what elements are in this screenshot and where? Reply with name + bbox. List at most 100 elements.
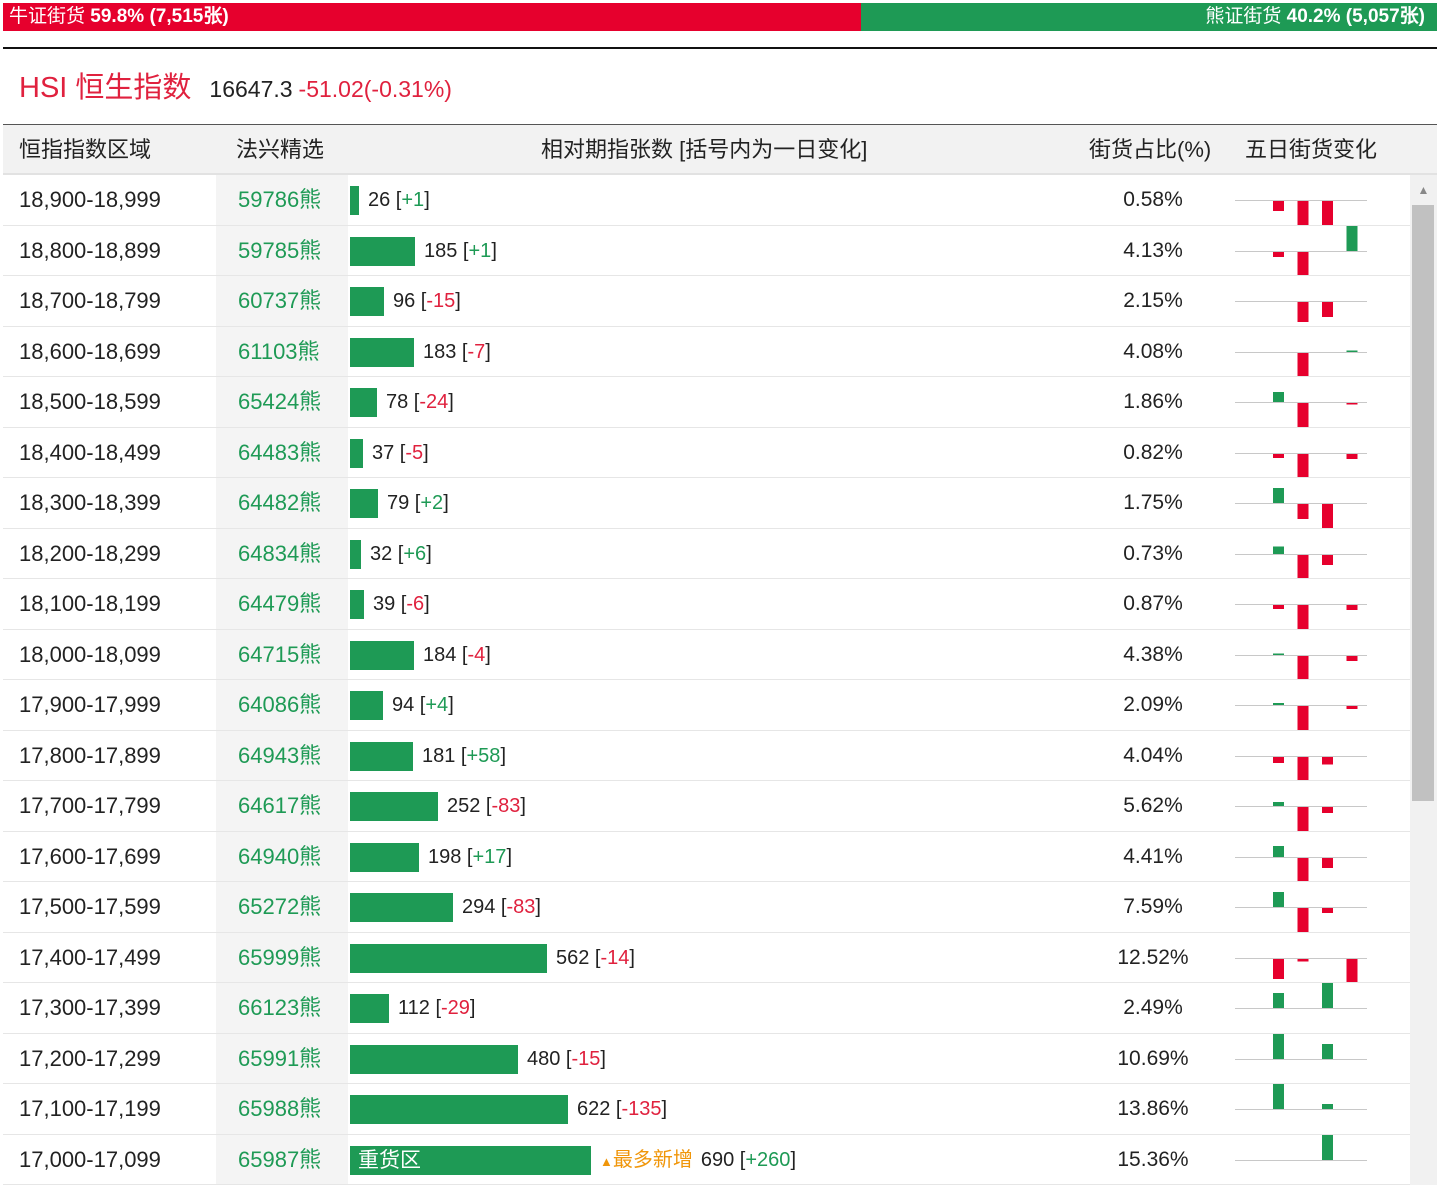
count-text: 37 [-5] — [372, 441, 429, 464]
warrant-link[interactable]: 64715熊 — [238, 641, 322, 667]
count-text: 39 [-6] — [373, 593, 430, 615]
warrant-link[interactable]: 66123熊 — [238, 995, 322, 1020]
warrant-link[interactable]: 59786熊 — [238, 187, 322, 212]
count-bar — [350, 994, 389, 1023]
table-row[interactable]: 18,300-18,399 64482熊 79 [+2] 1.75% — [3, 478, 1410, 529]
table-row[interactable]: 17,700-17,799 64617熊 252 [-83] 5.62% — [3, 781, 1410, 832]
five-day-sparkline — [1235, 488, 1367, 528]
sparkline-bar — [1322, 1104, 1333, 1109]
sparkline-bar — [1297, 251, 1309, 275]
daily-change: -5 — [405, 441, 424, 464]
daily-change: -15 — [426, 290, 456, 312]
warrant-cell: 66123熊 — [216, 983, 348, 1033]
table-row[interactable]: 17,100-17,199 65988熊 622 [-135] 13.86% — [3, 1084, 1410, 1135]
header-range[interactable]: 恒指指数区域 — [19, 137, 152, 162]
header-spark[interactable]: 五日街货变化 — [1245, 137, 1378, 162]
warrant-link[interactable]: 65991熊 — [238, 1045, 322, 1071]
sparkline-bar — [1297, 403, 1309, 427]
sparkline-bar — [1346, 958, 1358, 982]
header-pct[interactable]: 街货占比(%) — [1089, 137, 1212, 162]
sparkline-bar — [1273, 488, 1284, 503]
table-row[interactable]: 18,600-18,699 61103熊 183 [-7] 4.08% — [3, 326, 1410, 377]
warrant-link[interactable]: 65424熊 — [238, 389, 322, 414]
warrant-link[interactable]: 65987熊 — [238, 1146, 322, 1172]
sparkline-bar — [1297, 908, 1309, 932]
warrant-link[interactable]: 65999熊 — [238, 944, 322, 970]
count-value: 198 — [428, 845, 462, 868]
index-change: -51.02(-0.31%) — [298, 76, 452, 102]
sparkline-bar — [1273, 605, 1284, 609]
header-warrant[interactable]: 法兴精选 — [236, 137, 325, 162]
warrant-cell: 64715熊 — [216, 629, 348, 679]
header-bar[interactable]: 相对期指张数 [括号内为一日变化] — [541, 137, 868, 162]
warrant-cell: 64483熊 — [216, 427, 348, 477]
count-text: 184 [-4] — [423, 643, 491, 666]
warrant-link[interactable]: 59785熊 — [238, 237, 322, 263]
count-text: 562 [-14] — [556, 946, 635, 969]
sparkline-bar — [1322, 807, 1333, 813]
table-row[interactable]: 17,000-17,099 65987熊 重货区 ▲最多新增 690 [+260] 15.… — [3, 1134, 1410, 1185]
table-row[interactable]: 18,100-18,199 64479熊 39 [-6] 0.87% — [3, 579, 1410, 630]
count-value: 79 — [387, 492, 410, 514]
share-pct: 4.41% — [1123, 844, 1183, 868]
five-day-sparkline — [1235, 755, 1367, 780]
count-value: 112 — [398, 997, 430, 1019]
warrant-link[interactable]: 64940熊 — [238, 843, 322, 869]
warrant-cell: 65999熊 — [216, 932, 348, 982]
warrant-link[interactable]: 64483熊 — [238, 439, 322, 465]
table-row[interactable]: 18,000-18,099 64715熊 184 [-4] 4.38% — [3, 629, 1410, 680]
warrant-link[interactable]: 64086熊 — [238, 692, 322, 717]
sparkline-bar — [1297, 554, 1309, 578]
count-value: 622 — [577, 1098, 611, 1120]
count-value: 37 — [372, 441, 395, 464]
count-bar — [350, 1095, 568, 1124]
warrant-link[interactable]: 60737熊 — [238, 288, 322, 313]
warrant-link[interactable]: 64479熊 — [238, 591, 322, 616]
count-value: 690 — [700, 1148, 735, 1171]
count-bar-cell: 94 [+4] — [350, 680, 1050, 730]
warrant-link[interactable]: 65272熊 — [238, 894, 322, 919]
warrant-link[interactable]: 64617熊 — [238, 793, 322, 818]
table-row[interactable]: 18,700-18,799 60737熊 96 [-15] 2.15% — [3, 276, 1410, 327]
sparkline-bar — [1297, 201, 1309, 225]
count-value: 94 — [392, 694, 415, 716]
warrant-link[interactable]: 64482熊 — [238, 490, 322, 515]
scroll-up-arrow-icon[interactable]: ▲ — [1417, 183, 1430, 197]
table-row[interactable]: 17,500-17,599 65272熊 294 [-83] 7.59% — [3, 882, 1410, 933]
table-row[interactable]: 17,800-17,899 64943熊 181 [+58] 4.04% — [3, 730, 1410, 781]
count-bar — [350, 539, 361, 569]
warrant-link[interactable]: 65988熊 — [238, 1096, 322, 1121]
count-bar-cell: 37 [-5] — [350, 428, 1050, 478]
table-row[interactable]: 17,400-17,499 65999熊 562 [-14] 12.52% — [3, 932, 1410, 983]
sparkline-bar — [1322, 756, 1333, 764]
count-bar — [350, 640, 414, 670]
count-bar — [350, 337, 414, 367]
count-text: 26 [+1] — [368, 189, 430, 211]
table-row[interactable]: 17,900-17,999 64086熊 94 [+4] 2.09% — [3, 680, 1410, 731]
table-row[interactable]: 17,200-17,299 65991熊 480 [-15] 10.69% — [3, 1033, 1410, 1084]
warrant-cell: 64482熊 — [216, 478, 348, 528]
table-row[interactable]: 18,800-18,899 59785熊 185 [+1] 4.13% — [3, 225, 1410, 276]
table-row[interactable]: 18,500-18,599 65424熊 78 [-24] 1.86% — [3, 377, 1410, 428]
sparkline-bar — [1322, 302, 1333, 317]
warrant-link[interactable]: 64943熊 — [238, 742, 322, 768]
count-text: 252 [-83] — [447, 795, 526, 817]
share-pct: 12.52% — [1117, 945, 1189, 969]
count-bar-cell: 26 [+1] — [350, 175, 1050, 225]
warrant-cell: 64940熊 — [216, 831, 348, 881]
count-bar-cell: 185 [+1] — [350, 226, 1050, 276]
sparkline-bar — [1322, 1043, 1333, 1059]
warrant-link[interactable]: 61103熊 — [238, 338, 320, 364]
table-row[interactable]: 18,900-18,999 59786熊 26 [+1] 0.58% — [3, 175, 1410, 226]
daily-change: -24 — [419, 391, 449, 413]
five-day-sparkline — [1235, 983, 1367, 1009]
table-row[interactable]: 17,300-17,399 66123熊 112 [-29] 2.49% — [3, 983, 1410, 1034]
table-row[interactable]: 18,200-18,299 64834熊 32 [+6] 0.73% — [3, 528, 1410, 579]
daily-change: -6 — [406, 593, 425, 615]
sparkline-bar — [1273, 993, 1284, 1008]
scrollbar-thumb[interactable] — [1412, 205, 1434, 801]
warrant-link[interactable]: 64834熊 — [238, 540, 322, 566]
table-row[interactable]: 18,400-18,499 64483熊 37 [-5] 0.82% — [3, 427, 1410, 478]
table-row[interactable]: 17,600-17,699 64940熊 198 [+17] 4.41% — [3, 831, 1410, 882]
count-value: 252 — [447, 795, 481, 817]
